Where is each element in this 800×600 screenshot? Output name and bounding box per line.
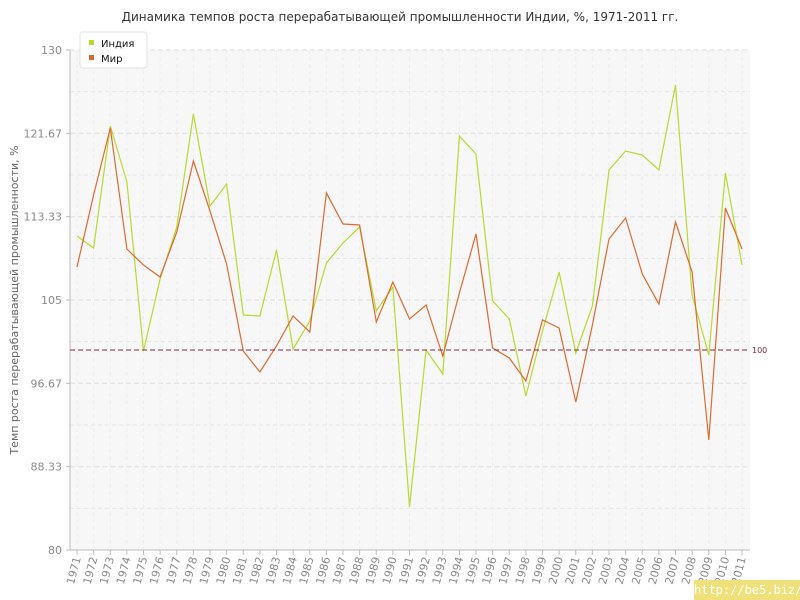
y-tick-label: 121.67 [24, 127, 63, 140]
legend-swatch [89, 55, 94, 60]
y-tick-label: 130 [41, 44, 62, 57]
legend[interactable]: Индия Мир [79, 31, 148, 69]
grid-lines [70, 49, 750, 551]
y-tick-label: 96.67 [31, 377, 63, 390]
y-tick-label: 80 [48, 544, 62, 557]
legend-label: Индия [101, 39, 134, 50]
y-tick-label: 105 [41, 294, 62, 307]
reference-line-group: 100 [70, 346, 767, 355]
legend-swatch [89, 40, 94, 45]
series-line-world [76, 127, 743, 441]
site-watermark[interactable]: http://be5.biz/ [694, 580, 800, 600]
reference-line-label: 100 [752, 346, 767, 355]
legend-box [79, 31, 148, 69]
y-axis-ticks: 80 88.33 96.67 105 113.33 121.67 130 [24, 44, 70, 557]
series-layer [76, 84, 743, 508]
x-axis-ticks: 1971197219731974197519761977197819791980… [64, 550, 749, 586]
series-line-india [76, 84, 743, 508]
legend-label: Мир [101, 54, 122, 65]
y-tick-label: 113.33 [24, 211, 63, 224]
chart-title: Динамика темпов роста перерабатывающей п… [121, 10, 679, 24]
y-tick-label: 88.33 [31, 461, 63, 474]
y-axis-title: Темп роста перерабатывающей промышленнос… [8, 145, 21, 455]
